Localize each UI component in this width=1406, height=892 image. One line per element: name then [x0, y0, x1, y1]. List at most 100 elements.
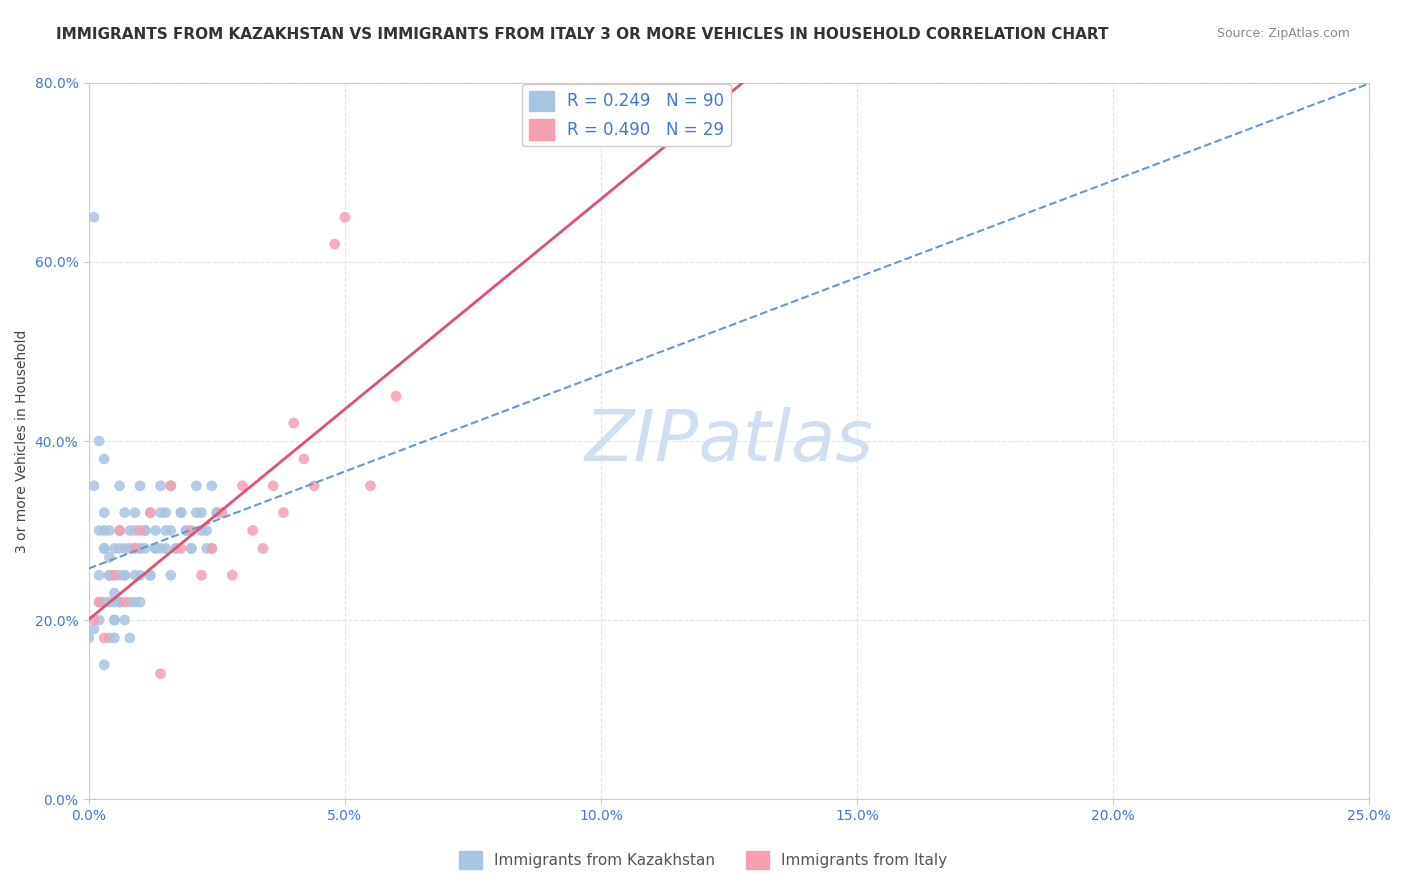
Point: [145, 541, 167, 556]
Y-axis label: 3 or more Vehicles in Household: 3 or more Vehicles in Household: [15, 329, 30, 553]
Point: [174, 524, 197, 538]
Point: [108, 541, 131, 556]
Point: [108, 568, 131, 582]
Point: [118, 541, 141, 556]
Point: [93, 541, 115, 556]
Point: [114, 568, 136, 582]
Point: [108, 524, 131, 538]
Point: [87, 595, 110, 609]
Point: [174, 524, 197, 538]
Point: [83, 479, 105, 493]
Point: [87, 434, 110, 448]
Point: [180, 524, 202, 538]
Point: [159, 524, 181, 538]
Text: Source: ZipAtlas.com: Source: ZipAtlas.com: [1216, 27, 1350, 40]
Point: [149, 479, 172, 493]
Point: [87, 595, 110, 609]
Point: [180, 541, 202, 556]
Point: [242, 524, 264, 538]
Point: [103, 568, 125, 582]
Point: [180, 541, 202, 556]
Point: [103, 595, 125, 609]
Point: [252, 541, 274, 556]
Point: [118, 595, 141, 609]
Point: [129, 568, 152, 582]
Text: IMMIGRANTS FROM KAZAKHSTAN VS IMMIGRANTS FROM ITALY 3 OR MORE VEHICLES IN HOUSEH: IMMIGRANTS FROM KAZAKHSTAN VS IMMIGRANTS…: [56, 27, 1109, 42]
Point: [108, 595, 131, 609]
Point: [170, 506, 193, 520]
Point: [114, 568, 136, 582]
Point: [98, 595, 121, 609]
Point: [114, 541, 136, 556]
Point: [139, 568, 162, 582]
Point: [124, 541, 146, 556]
Point: [129, 541, 152, 556]
Point: [273, 506, 295, 520]
Point: [83, 622, 105, 636]
Point: [195, 524, 218, 538]
Point: [108, 479, 131, 493]
Point: [77, 631, 100, 645]
Point: [145, 541, 167, 556]
Point: [129, 595, 152, 609]
Point: [139, 568, 162, 582]
Point: [190, 568, 212, 582]
Point: [83, 613, 105, 627]
Point: [139, 506, 162, 520]
Point: [155, 524, 177, 538]
Point: [129, 479, 152, 493]
Point: [108, 595, 131, 609]
Point: [262, 479, 284, 493]
Point: [155, 541, 177, 556]
Point: [98, 550, 121, 565]
Legend: Immigrants from Kazakhstan, Immigrants from Italy: Immigrants from Kazakhstan, Immigrants f…: [453, 845, 953, 875]
Point: [103, 631, 125, 645]
Point: [165, 541, 187, 556]
Point: [190, 506, 212, 520]
Point: [205, 506, 228, 520]
Point: [108, 524, 131, 538]
Point: [129, 541, 152, 556]
Point: [87, 568, 110, 582]
Point: [114, 613, 136, 627]
Point: [93, 506, 115, 520]
Point: [221, 568, 243, 582]
Point: [124, 595, 146, 609]
Point: [292, 451, 315, 466]
Point: [231, 479, 253, 493]
Point: [155, 506, 177, 520]
Point: [145, 524, 167, 538]
Point: [118, 524, 141, 538]
Point: [83, 211, 105, 225]
Point: [283, 416, 305, 430]
Point: [93, 595, 115, 609]
Point: [124, 524, 146, 538]
Point: [201, 479, 224, 493]
Point: [103, 586, 125, 600]
Point: [165, 541, 187, 556]
Point: [93, 657, 115, 672]
Point: [159, 479, 181, 493]
Point: [186, 479, 208, 493]
Point: [87, 613, 110, 627]
Point: [201, 541, 224, 556]
Point: [93, 541, 115, 556]
Legend: R = 0.249   N = 90, R = 0.490   N = 29: R = 0.249 N = 90, R = 0.490 N = 29: [522, 84, 731, 146]
Point: [98, 631, 121, 645]
Point: [129, 524, 152, 538]
Point: [195, 541, 218, 556]
Point: [149, 541, 172, 556]
Text: ZIPatlas: ZIPatlas: [585, 407, 873, 475]
Point: [186, 506, 208, 520]
Point: [124, 506, 146, 520]
Point: [134, 524, 156, 538]
Point: [190, 524, 212, 538]
Point: [124, 541, 146, 556]
Point: [93, 524, 115, 538]
Point: [103, 613, 125, 627]
Point: [360, 479, 382, 493]
Point: [211, 506, 233, 520]
Point: [114, 506, 136, 520]
Point: [333, 211, 356, 225]
Point: [149, 506, 172, 520]
